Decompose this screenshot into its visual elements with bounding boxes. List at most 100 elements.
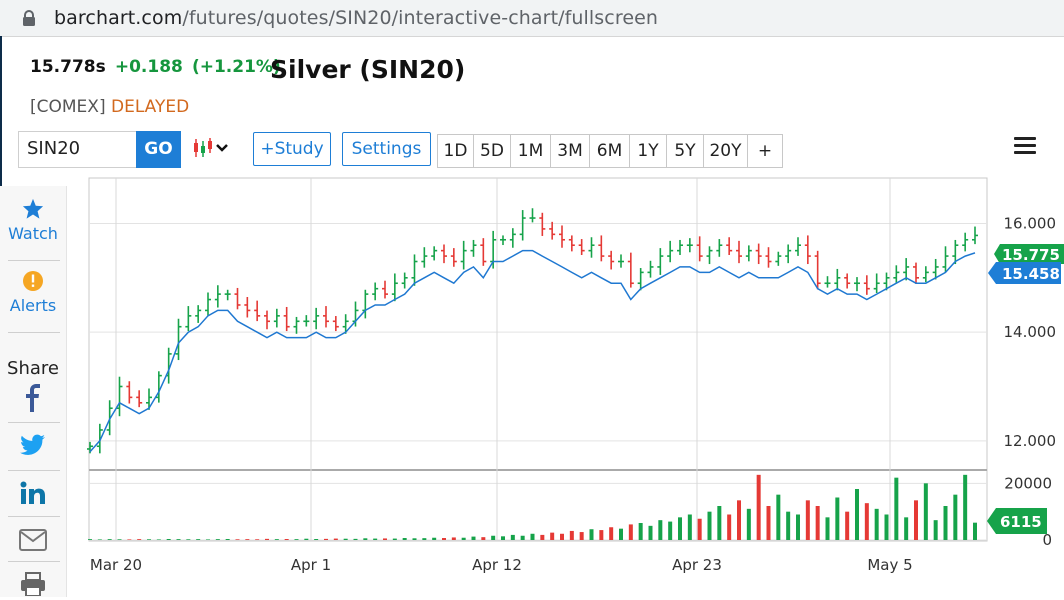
linkedin-share-button[interactable] — [0, 481, 66, 509]
volume-bar — [196, 539, 201, 540]
volume-tick-label: 0 — [1042, 531, 1052, 549]
volume-bar — [156, 539, 161, 540]
range-3m[interactable]: 3M — [550, 134, 590, 168]
volume-bar — [137, 539, 142, 540]
volume-bar — [707, 511, 712, 540]
volume-bar — [510, 534, 515, 540]
volume-bar — [117, 539, 122, 540]
volume-bar — [206, 539, 210, 540]
chart-type-dropdown[interactable] — [192, 137, 236, 159]
exchange-status: [COMEX] DELAYED — [30, 97, 189, 117]
range-5y[interactable]: 5Y — [666, 134, 704, 168]
volume-bars — [88, 474, 977, 540]
facebook-share-button[interactable] — [0, 384, 66, 416]
watch-button[interactable]: Watch — [0, 198, 66, 243]
date-tick-label: Apr 23 — [672, 556, 722, 574]
volume-bar — [835, 497, 840, 540]
settings-button[interactable]: Settings — [342, 132, 431, 166]
comparison-price-tag: 15.458 — [988, 262, 1061, 284]
range-1m[interactable]: 1M — [510, 134, 551, 168]
volume-bar — [776, 494, 781, 540]
volume-bar — [569, 530, 574, 540]
menu-icon[interactable] — [1014, 137, 1036, 155]
volume-bar — [471, 536, 476, 540]
range-more[interactable]: + — [747, 134, 783, 168]
volume-bar — [284, 539, 289, 540]
volume-bar — [392, 538, 397, 540]
url-text[interactable]: barchart.com/futures/quotes/SIN20/intera… — [54, 7, 659, 29]
divider — [8, 516, 60, 517]
date-tick-label: Mar 20 — [90, 556, 142, 574]
range-20y[interactable]: 20Y — [703, 134, 748, 168]
volume-bar — [579, 532, 584, 540]
volume-bar — [717, 506, 722, 540]
divider — [8, 470, 60, 471]
volume-bar — [147, 539, 151, 540]
divider — [8, 422, 60, 423]
volume-bar — [215, 539, 220, 540]
volume-bar — [845, 511, 850, 540]
volume-bar — [560, 533, 564, 540]
time-range-selector: 1D 5D 1M 3M 6M 1Y 5Y 20Y + — [437, 134, 783, 168]
volume-tag-value: 6115 — [1000, 513, 1042, 531]
volume-bar — [402, 538, 407, 540]
last-price-tag: 15.775 — [994, 244, 1064, 264]
range-1y[interactable]: 1Y — [629, 134, 667, 168]
volume-bar — [678, 517, 682, 540]
go-button[interactable]: GO — [136, 131, 181, 168]
volume-bar — [923, 483, 928, 540]
facebook-icon — [26, 384, 40, 412]
add-study-button[interactable]: +Study — [253, 132, 331, 166]
volume-bar — [638, 523, 643, 540]
divider — [8, 561, 60, 562]
email-share-button[interactable] — [0, 529, 66, 555]
divider — [8, 260, 60, 261]
volume-bar — [343, 538, 348, 540]
volume-bar — [265, 538, 269, 540]
date-tick-label: May 5 — [867, 556, 912, 574]
volume-bar — [904, 517, 909, 540]
volume-bar — [628, 524, 633, 540]
alerts-button[interactable]: Alerts — [0, 270, 66, 315]
volume-bar — [589, 529, 594, 540]
volume-bar — [481, 537, 486, 540]
volume-bar — [668, 521, 673, 540]
volume-tick-label: 20000 — [1004, 474, 1052, 492]
share-label: Share — [7, 358, 59, 379]
delayed-badge: DELAYED — [110, 97, 190, 117]
price-change-percent: (+1.21%) — [191, 57, 281, 77]
volume-bar — [894, 477, 899, 540]
volume-bar — [245, 539, 250, 540]
range-6m[interactable]: 6M — [589, 134, 630, 168]
print-button[interactable] — [0, 572, 66, 600]
range-1d[interactable]: 1D — [437, 134, 474, 168]
axis-labels: 16.000 14.000 12.000 20000 0 Mar 20 Apr 1 Apr 1… — [90, 214, 1056, 574]
volume-bar — [451, 537, 456, 540]
volume-bar — [432, 537, 437, 540]
browser-url-bar[interactable]: barchart.com/futures/quotes/SIN20/intera… — [0, 0, 1064, 37]
volume-bar — [953, 494, 958, 540]
symbol-input[interactable]: SIN20 — [18, 131, 136, 168]
quote-summary: 15.778s +0.188 (+1.21%) — [30, 57, 281, 77]
volume-bar — [501, 536, 505, 540]
volume-bar — [304, 538, 309, 540]
volume-bar — [658, 520, 663, 540]
alerts-label: Alerts — [9, 296, 57, 315]
volume-bar — [737, 500, 741, 540]
range-5d[interactable]: 5D — [473, 134, 511, 168]
twitter-share-button[interactable] — [0, 434, 66, 460]
chevron-down-icon — [216, 144, 228, 152]
volume-bar — [550, 532, 555, 540]
volume-bar — [609, 527, 614, 540]
volume-bar — [225, 539, 230, 540]
watch-label: Watch — [8, 224, 58, 243]
linkedin-icon — [20, 481, 45, 504]
volume-bar — [373, 538, 378, 540]
divider — [8, 332, 60, 333]
volume-bar — [540, 534, 545, 540]
volume-bar — [786, 511, 791, 540]
star-icon — [22, 198, 44, 219]
volume-tag: 6115 — [987, 508, 1047, 534]
volume-bar — [796, 514, 800, 540]
